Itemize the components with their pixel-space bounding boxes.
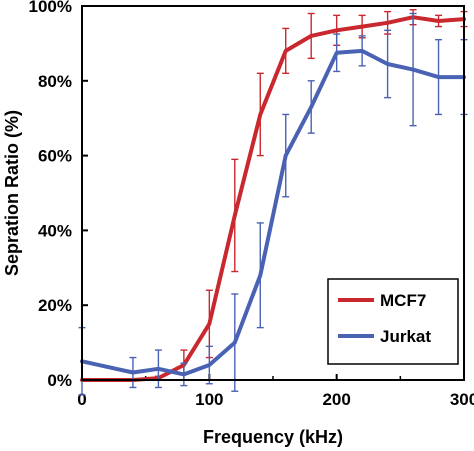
x-axis-ticks: 0 100 200 300 — [77, 374, 474, 409]
jurkat-line — [80, 48, 466, 377]
y-tick-label: 0% — [47, 371, 72, 390]
series-jurkat — [78, 12, 468, 396]
y-axis-title: Sepration Ratio (%) — [2, 110, 22, 276]
legend-box — [327, 278, 459, 365]
x-tick-label: 200 — [322, 390, 350, 409]
y-tick-label: 60% — [38, 147, 72, 166]
y-axis-ticks: 0% 20% 40% 60% 80% 100% — [29, 0, 88, 390]
x-tick-label: 100 — [195, 390, 223, 409]
legend: MCF7 Jurkat — [327, 278, 459, 365]
legend-label-jurkat: Jurkat — [380, 327, 431, 346]
y-tick-label: 80% — [38, 72, 72, 91]
x-tick-label: 300 — [450, 390, 474, 409]
x-tick-label: 0 — [77, 390, 86, 409]
y-tick-label: 40% — [38, 221, 72, 240]
plot-area-frame — [81, 5, 465, 381]
y-tick-label: 100% — [29, 0, 72, 16]
legend-label-mcf7: MCF7 — [380, 291, 426, 310]
x-axis-title: Frequency (kHz) — [203, 427, 343, 447]
y-tick-label: 20% — [38, 296, 72, 315]
